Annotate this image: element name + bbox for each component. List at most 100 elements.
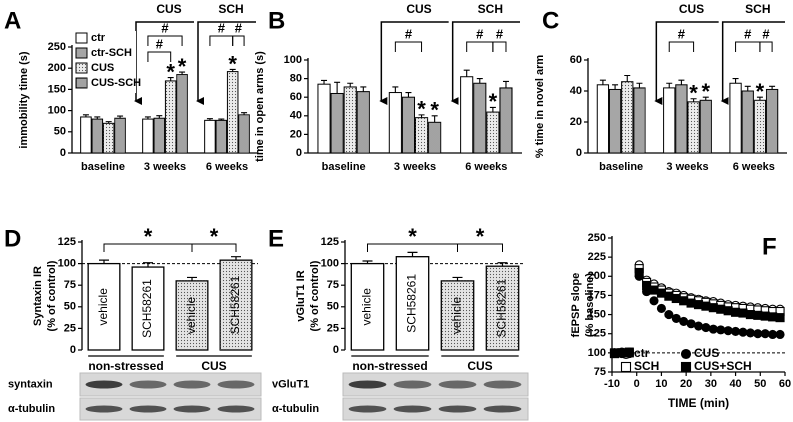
blot-band bbox=[129, 405, 167, 413]
error-bar bbox=[117, 115, 124, 119]
bar-label: SCH58261 bbox=[495, 278, 509, 337]
legend-label: SCH bbox=[634, 359, 659, 373]
y-tick-label: 50 bbox=[54, 126, 66, 138]
data-point bbox=[664, 310, 674, 320]
data-point bbox=[745, 328, 755, 338]
error-bar bbox=[769, 85, 776, 90]
error-bar bbox=[321, 79, 328, 85]
hash-mark: # bbox=[218, 20, 226, 35]
data-point bbox=[723, 326, 733, 336]
blot-band bbox=[173, 405, 211, 413]
y-tick-label: 40 bbox=[570, 85, 582, 97]
error-bar bbox=[105, 121, 112, 124]
y-tick-label: 100 bbox=[58, 258, 76, 270]
y-tick-label: 200 bbox=[588, 270, 606, 282]
bar-texture bbox=[103, 123, 114, 153]
treatment-label: SCH bbox=[745, 2, 770, 16]
bar bbox=[87, 262, 121, 351]
error-bar bbox=[431, 115, 438, 123]
error-bar bbox=[231, 256, 241, 261]
data-point bbox=[679, 316, 689, 327]
bar-texture bbox=[428, 122, 441, 153]
hash-mark: # bbox=[476, 26, 484, 41]
bar bbox=[91, 118, 104, 154]
data-point bbox=[649, 285, 659, 295]
group-label: CUS bbox=[201, 359, 226, 373]
bar bbox=[215, 119, 228, 154]
error-bar bbox=[678, 79, 685, 85]
blot-band bbox=[217, 405, 255, 413]
x-tick-label: 40 bbox=[729, 378, 741, 390]
data-point bbox=[731, 326, 741, 336]
data-point bbox=[664, 291, 674, 301]
data-point bbox=[716, 325, 726, 335]
blot-label: vGluT1 bbox=[272, 378, 309, 390]
hash-mark: # bbox=[156, 36, 164, 51]
y-tick-label: 0 bbox=[576, 147, 582, 159]
legend-label: ctr bbox=[91, 32, 106, 44]
data-point bbox=[716, 304, 726, 314]
error-bar bbox=[418, 114, 425, 118]
y-tick-label: 150 bbox=[48, 83, 66, 95]
bar-texture bbox=[165, 80, 176, 153]
significance-star: * bbox=[144, 224, 153, 249]
bar bbox=[131, 266, 165, 351]
data-point bbox=[723, 306, 733, 316]
error-bar bbox=[362, 260, 373, 264]
comparison-bracket bbox=[457, 243, 503, 252]
bar-texture bbox=[633, 87, 646, 153]
bar-texture bbox=[441, 280, 474, 350]
blot-band bbox=[173, 380, 211, 389]
y-tick-label: 175 bbox=[588, 289, 606, 301]
y-axis-label: (% of control) bbox=[309, 260, 321, 331]
data-point bbox=[617, 348, 627, 358]
legend-swatch bbox=[75, 32, 88, 44]
x-tick-label: baseline bbox=[322, 161, 366, 173]
treatment-label: CUS bbox=[679, 2, 704, 16]
data-point bbox=[768, 312, 778, 322]
y-tick-label: 25 bbox=[327, 322, 339, 334]
x-tick-label: -10 bbox=[604, 378, 620, 390]
bar-texture bbox=[220, 260, 252, 350]
y-tick-label: 60 bbox=[570, 54, 582, 66]
data-point bbox=[656, 288, 666, 298]
y-tick-label: 75 bbox=[327, 279, 339, 291]
legend-label: CUS bbox=[694, 346, 719, 360]
error-bar bbox=[407, 251, 418, 257]
bar-texture bbox=[238, 114, 250, 153]
comparison-bracket bbox=[191, 243, 237, 252]
error-bar bbox=[218, 118, 225, 121]
legend-label: CUS+SCH bbox=[694, 359, 752, 373]
bar bbox=[80, 116, 92, 154]
data-point bbox=[753, 310, 763, 320]
x-tick-label: 10 bbox=[655, 378, 667, 390]
y-tick-label: 0 bbox=[333, 344, 339, 356]
y-tick-label: 40 bbox=[290, 110, 302, 122]
x-tick-label: 20 bbox=[680, 378, 692, 390]
bar-texture bbox=[486, 266, 519, 350]
error-bar bbox=[702, 96, 709, 101]
y-axis-label: immobility time (s) bbox=[18, 51, 30, 149]
y-axis-label: Syntaxin IR bbox=[32, 266, 44, 326]
data-point bbox=[745, 310, 755, 320]
bar bbox=[473, 82, 487, 154]
bar-texture bbox=[114, 118, 126, 153]
data-point bbox=[768, 329, 778, 340]
x-tick-label: 3 weeks bbox=[394, 161, 436, 173]
legend-swatch-texture bbox=[76, 78, 87, 88]
y-axis-label: (% baseline) bbox=[584, 273, 596, 338]
error-bar bbox=[392, 86, 399, 93]
bar-label: SCH58261 bbox=[140, 279, 154, 338]
y-tick-label: 20 bbox=[290, 128, 302, 140]
x-axis-label: TIME (min) bbox=[668, 396, 729, 410]
data-point bbox=[775, 329, 785, 340]
legend-marker bbox=[620, 361, 632, 373]
significance-star: * bbox=[430, 98, 439, 123]
bar bbox=[350, 262, 385, 351]
comparison-bracket bbox=[147, 35, 183, 46]
y-tick-label: 150 bbox=[588, 308, 606, 320]
data-point bbox=[642, 280, 652, 291]
significance-star: * bbox=[417, 97, 426, 122]
bar-texture bbox=[227, 71, 238, 153]
data-point bbox=[679, 296, 689, 306]
